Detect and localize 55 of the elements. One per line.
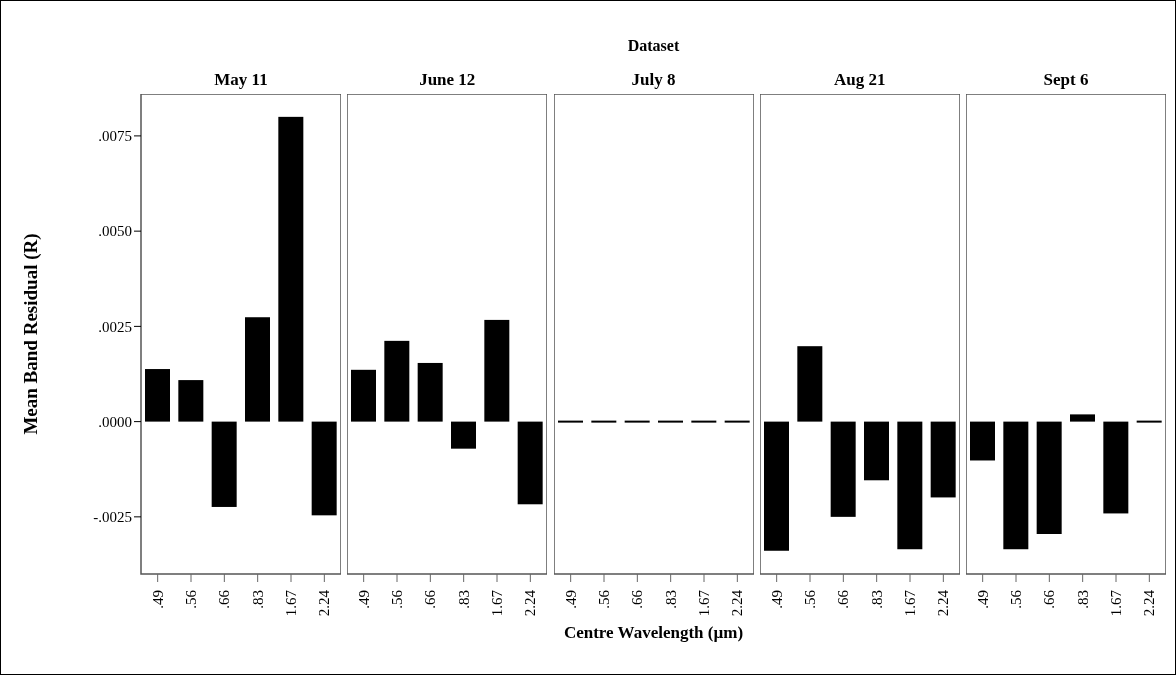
text: Dataset: [626, 37, 681, 55]
x-tick-label: .66: [628, 589, 645, 609]
y-tick-label: .0050: [98, 223, 132, 240]
y-axis-title: Mean Band Residual (R): [19, 232, 42, 437]
x-tick-label: .49: [562, 590, 579, 609]
x-tick-label: 1.67: [1108, 589, 1124, 617]
x-tick-label: .56: [595, 589, 612, 609]
x-tick-label: .83: [455, 590, 472, 609]
bar: [311, 421, 337, 516]
x-tick-label: .49: [768, 590, 785, 609]
chart-title: June 12: [418, 69, 477, 91]
chart-title: July 8: [630, 69, 677, 91]
x-tick-label: .56: [389, 589, 406, 609]
x-tick-label: 1.67: [695, 589, 712, 617]
x-tick-label: 2.24: [316, 589, 333, 617]
bar: [145, 369, 170, 422]
x-tick-label: 1.67: [489, 589, 506, 617]
x-tick-label: .83: [1074, 590, 1091, 609]
bar: [351, 369, 377, 422]
x-axis-title: Centre Wavelength (µm): [562, 623, 745, 643]
x-tick-label: 1.67: [283, 589, 299, 617]
x-tick-label: .66: [216, 589, 233, 609]
x-tick-label: .66: [422, 589, 439, 609]
bar: [451, 421, 477, 449]
x-tick-label: .56: [801, 589, 818, 609]
y-tick-label: .0000: [98, 413, 132, 430]
bar: [384, 340, 410, 422]
x-tick-label: 2.24: [728, 589, 745, 617]
x-tick-label: 2.24: [935, 589, 952, 617]
bar: [517, 421, 543, 505]
bar: [484, 319, 510, 422]
x-tick-label: .83: [662, 590, 679, 609]
x-tick-label: 1.67: [901, 589, 918, 617]
x-tick-label: .49: [355, 590, 372, 609]
x-tick-label: 2.24: [522, 589, 539, 617]
y-tick-label: -.0025: [93, 509, 132, 526]
y-tick-label: .0075: [98, 128, 132, 145]
x-tick-label: .66: [1041, 589, 1058, 609]
x-tick-label: .49: [974, 590, 991, 609]
x-tick-label: 2.24: [1141, 589, 1158, 617]
bar: [211, 421, 237, 507]
bar: [417, 362, 443, 422]
x-tick-label: .56: [183, 589, 199, 609]
x-tick-label: .49: [149, 590, 166, 609]
chart-title: Aug 21: [833, 69, 887, 91]
bar: [245, 317, 270, 422]
x-tick-label: .83: [868, 590, 885, 609]
chart-title: Sept 6: [1042, 69, 1090, 91]
chart-title: May 11: [213, 69, 269, 91]
y-tick-label: .0025: [98, 318, 132, 335]
x-tick-label: .83: [249, 590, 266, 609]
bar: [178, 380, 204, 422]
x-tick-label: .56: [1008, 589, 1024, 609]
bar: [278, 116, 304, 422]
x-tick-label: .66: [835, 589, 852, 609]
